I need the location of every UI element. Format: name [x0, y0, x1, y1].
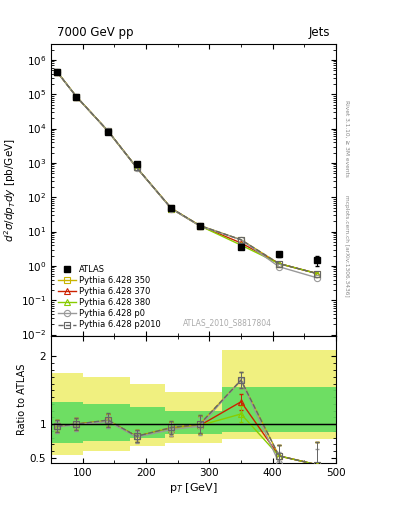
Text: 7000 GeV pp: 7000 GeV pp	[57, 26, 133, 39]
X-axis label: p$_T$ [GeV]: p$_T$ [GeV]	[169, 481, 218, 495]
Text: Rivet 3.1.10, ≥ 3M events: Rivet 3.1.10, ≥ 3M events	[344, 100, 349, 177]
Text: mcplots.cern.ch [arXiv:1306.3436]: mcplots.cern.ch [arXiv:1306.3436]	[344, 195, 349, 296]
Text: Jets: Jets	[309, 26, 330, 39]
Text: ATLAS_2010_S8817804: ATLAS_2010_S8817804	[183, 318, 272, 327]
Y-axis label: Ratio to ATLAS: Ratio to ATLAS	[17, 364, 27, 435]
Legend: ATLAS, Pythia 6.428 350, Pythia 6.428 370, Pythia 6.428 380, Pythia 6.428 p0, Py: ATLAS, Pythia 6.428 350, Pythia 6.428 37…	[55, 263, 163, 332]
Y-axis label: $d^2\sigma/dp_T dy$ [pb/GeV]: $d^2\sigma/dp_T dy$ [pb/GeV]	[2, 138, 18, 242]
